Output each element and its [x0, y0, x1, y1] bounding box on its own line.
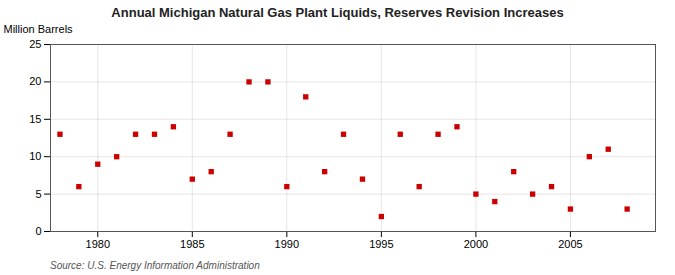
svg-text:1985: 1985 — [180, 238, 204, 250]
svg-text:5: 5 — [35, 188, 41, 200]
html-text:Source: U.S. Energy Informatio: Source: U.S. Energy Information Administ… — [50, 260, 260, 271]
svg-text:1990: 1990 — [275, 238, 299, 250]
html-text:Annual Michigan Natural Gas Pl: Annual Michigan Natural Gas Plant Liquid… — [111, 5, 564, 20]
svg-text:1995: 1995 — [369, 238, 393, 250]
svg-text:2000: 2000 — [464, 238, 488, 250]
svg-text:20: 20 — [29, 75, 41, 87]
svg-text:Million Barrels: Million Barrels — [4, 23, 74, 35]
svg-text:0: 0 — [35, 225, 41, 237]
svg-text:1980: 1980 — [86, 238, 110, 250]
svg-text:2005: 2005 — [558, 238, 582, 250]
svg-text:15: 15 — [29, 113, 41, 125]
svg-text:25: 25 — [29, 38, 41, 50]
svg-text:10: 10 — [29, 150, 41, 162]
